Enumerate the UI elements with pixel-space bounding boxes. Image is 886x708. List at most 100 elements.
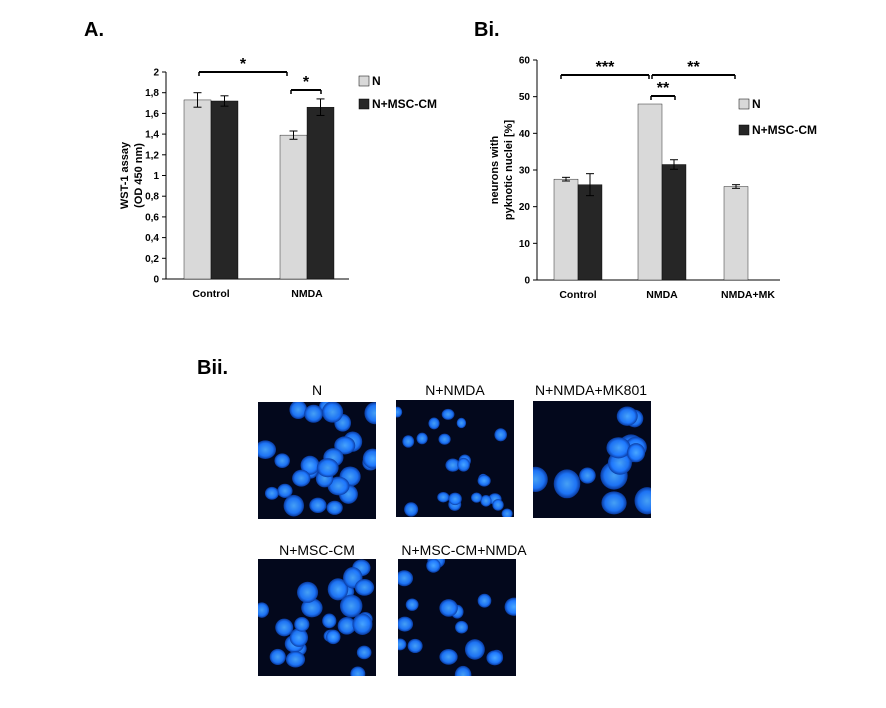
nucleus: [457, 457, 470, 472]
nucleus: [258, 440, 277, 459]
nucleus: [277, 483, 293, 498]
nucleus: [438, 433, 451, 445]
y-tick-label: 0: [524, 276, 530, 287]
nucleus: [322, 613, 337, 629]
nucleus: [326, 629, 341, 645]
bar-n-msc-cm: [306, 106, 335, 280]
y-tick-label: 1,4: [145, 130, 159, 141]
nucleus: [455, 620, 469, 634]
micrograph-n-msc-cm: [258, 559, 376, 676]
y-axis-label-line: WST-1 assay: [119, 141, 131, 209]
nucleus: [439, 599, 458, 617]
x-tick-label: Control: [559, 289, 596, 301]
y-tick-label: 1,8: [145, 88, 159, 99]
nucleus: [326, 500, 343, 515]
nucleus: [533, 466, 548, 492]
micrograph-n-msc-cm-nmda: [398, 559, 516, 676]
nucleus: [258, 602, 270, 618]
nucleus: [327, 578, 349, 601]
legend-label: N: [752, 97, 761, 111]
nucleus: [297, 581, 319, 603]
nucleus: [486, 650, 504, 666]
nucleus: [285, 651, 306, 668]
y-axis-label: WST-1 assay (OD 450 nm): [119, 141, 145, 209]
bar-n-msc-cm: [661, 164, 687, 281]
nucleus: [398, 570, 414, 587]
nucleus: [616, 406, 638, 426]
nucleus: [362, 448, 376, 469]
nucleus: [275, 618, 294, 637]
nucleus: [274, 453, 290, 469]
nucleus: [300, 455, 320, 475]
nucleus: [501, 508, 513, 517]
micrograph-title-n: N: [311, 382, 323, 398]
nucleus: [352, 613, 373, 635]
y-tick-label: 1,2: [145, 150, 159, 161]
y-tick-label: 2: [153, 68, 159, 79]
nucleus: [398, 616, 414, 632]
panel-label-a: A.: [84, 19, 104, 41]
nucleus: [350, 666, 366, 676]
y-tick-label: 40: [519, 129, 531, 140]
nucleus: [504, 597, 516, 616]
nucleus: [396, 406, 403, 418]
nucleus: [426, 559, 441, 573]
nucleus: [264, 486, 279, 500]
nucleus: [269, 648, 286, 665]
nucleus: [477, 474, 491, 487]
significance-label: *: [240, 56, 247, 73]
nucleus: [492, 499, 504, 511]
nucleus: [292, 469, 311, 487]
legend-swatch: [738, 124, 750, 136]
nucleus: [301, 598, 323, 618]
legend-label: N: [372, 74, 381, 88]
y-axis-label-line: (OD 450 nm): [133, 143, 145, 208]
nucleus: [339, 594, 363, 618]
y-tick-label: 10: [519, 239, 531, 250]
x-tick-label: NMDA: [291, 288, 323, 300]
chart-a-wst1: 0 0,2 0,4 0,6 0,8 1 1,2 1,4 1,6 1,8 2 WST-1 assay (O…: [119, 56, 437, 300]
y-axis-label-line: pyknotic nuclei [%]: [503, 120, 515, 221]
nucleus: [294, 616, 310, 632]
significance-label: **: [657, 80, 670, 97]
micrograph-n: [258, 402, 376, 519]
legend-label: N+MSC-CM: [752, 123, 817, 137]
nucleus: [439, 649, 458, 665]
nucleus: [454, 665, 472, 676]
nucleus: [337, 617, 356, 635]
nucleus: [480, 495, 492, 507]
nucleus: [634, 487, 651, 515]
nucleus: [606, 437, 631, 459]
nucleus: [407, 638, 423, 654]
micrograph-title-n-msc-cm-nmda: N+MSC-CM+NMDA: [401, 542, 527, 558]
micrograph-title-n-nmda: N+NMDA: [425, 382, 485, 398]
nucleus: [553, 469, 581, 499]
x-tick-label: Control: [192, 288, 229, 300]
bar-n: [723, 186, 749, 281]
y-tick-label: 1: [153, 171, 159, 182]
nucleus: [416, 432, 428, 445]
nucleus: [356, 645, 372, 660]
nucleus: [494, 428, 507, 442]
y-axis-label: neurons with pyknotic nuclei [%]: [489, 120, 515, 221]
panel-label-bii: Bii.: [197, 357, 229, 379]
nucleus: [327, 476, 350, 496]
bar-n-msc-cm: [210, 100, 239, 280]
nucleus: [289, 402, 308, 420]
micrograph-title-n-msc-cm: N+MSC-CM: [279, 542, 355, 558]
bar-n: [637, 103, 663, 281]
y-tick-label: 50: [519, 92, 531, 103]
y-tick-label: 0,8: [145, 192, 159, 203]
nucleus: [316, 458, 339, 478]
legend-label: N+MSC-CM: [372, 97, 437, 111]
nucleus: [304, 404, 323, 423]
y-tick-label: 0,6: [145, 212, 159, 223]
significance-label: ***: [596, 59, 615, 76]
nucleus: [601, 491, 627, 515]
nucleus: [448, 492, 462, 506]
y-tick-label: 1,6: [145, 109, 159, 120]
y-tick-label: 0,2: [145, 254, 159, 265]
chart-bi-pyknotic: 0 10 20 30 40 50 60 neurons with pyknotic nuclei…: [489, 56, 817, 302]
significance-label: **: [687, 59, 700, 76]
legend-swatch: [358, 98, 370, 110]
